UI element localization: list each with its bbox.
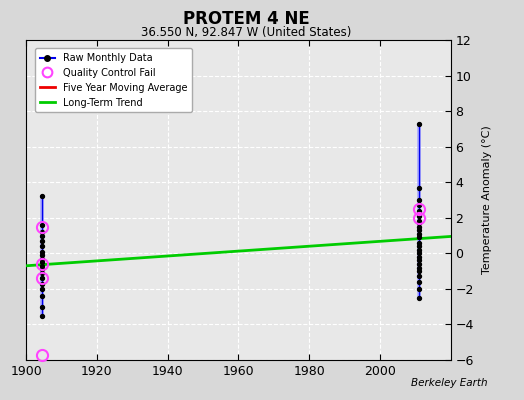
Point bbox=[38, 232, 46, 239]
Point bbox=[414, 268, 423, 274]
Point bbox=[38, 238, 46, 244]
Point bbox=[38, 256, 46, 262]
Point bbox=[38, 243, 46, 250]
Point bbox=[38, 312, 46, 319]
Point bbox=[414, 202, 423, 208]
Point bbox=[414, 218, 423, 224]
Point bbox=[414, 246, 423, 253]
Point bbox=[414, 254, 423, 260]
Point bbox=[38, 280, 46, 287]
Text: PROTEM 4 NE: PROTEM 4 NE bbox=[183, 10, 310, 28]
Point bbox=[414, 273, 423, 280]
Point bbox=[38, 229, 46, 235]
Point bbox=[414, 197, 423, 203]
Point bbox=[414, 213, 423, 219]
Point bbox=[38, 266, 46, 272]
Point bbox=[38, 262, 46, 269]
Legend: Raw Monthly Data, Quality Control Fail, Five Year Moving Average, Long-Term Tren: Raw Monthly Data, Quality Control Fail, … bbox=[35, 48, 192, 112]
Point bbox=[38, 275, 46, 282]
Point bbox=[38, 286, 46, 292]
Point bbox=[414, 257, 423, 264]
Point bbox=[414, 278, 423, 285]
Point bbox=[38, 304, 46, 310]
Point bbox=[414, 234, 423, 240]
Point bbox=[38, 248, 46, 255]
Point bbox=[414, 208, 423, 214]
Point bbox=[414, 294, 423, 301]
Point bbox=[38, 222, 46, 228]
Point bbox=[414, 220, 423, 226]
Text: Berkeley Earth: Berkeley Earth bbox=[411, 378, 487, 388]
Point bbox=[414, 120, 423, 127]
Point bbox=[414, 184, 423, 191]
Y-axis label: Temperature Anomaly (°C): Temperature Anomaly (°C) bbox=[482, 126, 492, 274]
Point bbox=[414, 286, 423, 292]
Point bbox=[414, 227, 423, 234]
Text: 36.550 N, 92.847 W (United States): 36.550 N, 92.847 W (United States) bbox=[141, 26, 352, 39]
Point bbox=[414, 264, 423, 271]
Point bbox=[414, 250, 423, 256]
Point bbox=[38, 193, 46, 200]
Point bbox=[414, 240, 423, 246]
Point bbox=[414, 243, 423, 250]
Point bbox=[38, 259, 46, 266]
Point bbox=[414, 224, 423, 230]
Point bbox=[414, 261, 423, 267]
Point bbox=[38, 270, 46, 276]
Point bbox=[38, 293, 46, 299]
Point bbox=[38, 252, 46, 258]
Point bbox=[414, 230, 423, 237]
